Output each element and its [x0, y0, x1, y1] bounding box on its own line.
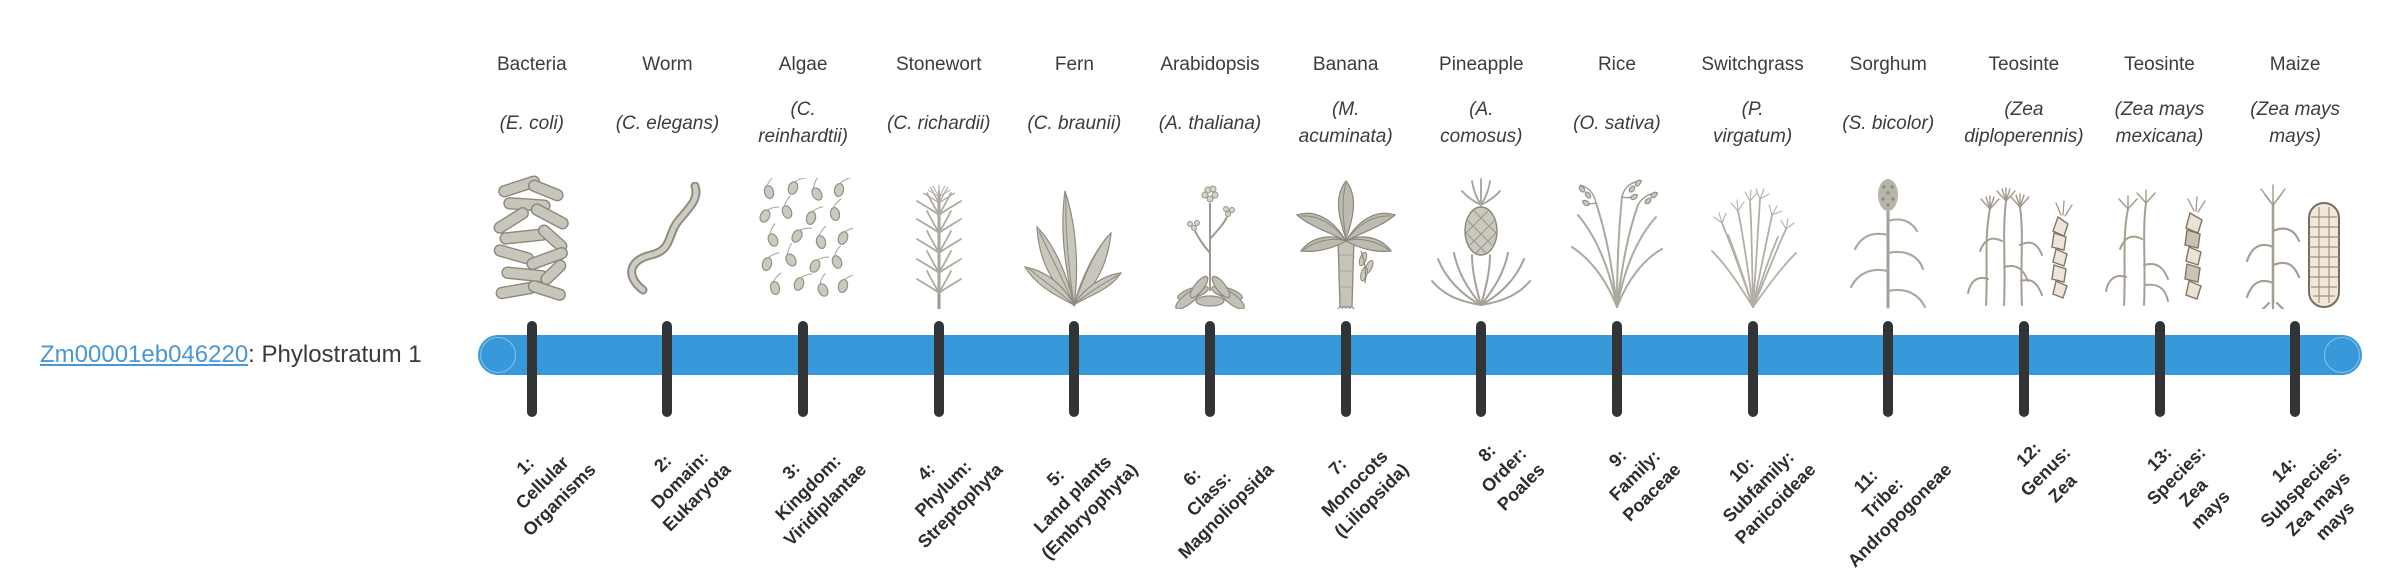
organism-species: (S. bicolor) [1842, 112, 1935, 134]
organism-name: Maize [2269, 54, 2321, 75]
tick-mark-3 [798, 321, 809, 417]
tick-mark-5 [1069, 321, 1080, 417]
banana-icon [1278, 168, 1414, 316]
worm-icon [600, 168, 736, 316]
organism-name: Teosinte [1988, 54, 2060, 75]
organism-columns: Bacteria (E. coli) [464, 0, 2363, 580]
stratum-label-1: 1: Cellular Organisms [511, 452, 600, 540]
teosinte-icon [1956, 168, 2092, 316]
gene-label: Zm00001eb046220: Phylostratum 1 [40, 341, 422, 369]
tick-mark-14 [2290, 321, 2301, 417]
tick-mark-9 [1611, 321, 1622, 417]
organism-name: Teosinte [2124, 54, 2195, 75]
column-sorghum: Sorghum (S. bicolor) 11: Tribe: Andropog… [1820, 0, 1956, 580]
tick-mark-10 [1747, 321, 1758, 417]
stratum-label-14: 14: Subspecies: Zea mays mays [2256, 442, 2359, 545]
sorghum-icon [1820, 168, 1956, 316]
column-teosinte-diploperennis: Teosinte (Zea diploperennis) [1956, 0, 2092, 580]
organism-species: (Zea diploperennis) [1964, 99, 2084, 147]
stratum-label-11: 11: Tribe: Andropogoneae [1843, 459, 1956, 572]
gene-id-link[interactable]: Zm00001eb046220 [40, 341, 249, 368]
organism-name: Stonewort [895, 54, 982, 75]
organism-name: Worm [642, 54, 693, 75]
column-switchgrass: Switchgrass (P. virgatum) [1685, 0, 1821, 580]
column-banana: Banana (M. acuminata) [1278, 0, 1414, 580]
organism-name: Switchgrass [1701, 54, 1804, 75]
tick-mark-13 [2154, 321, 2165, 417]
column-fern: Fern (C. braunii) [1007, 0, 1143, 580]
organism-name: Bacteria [496, 54, 567, 75]
maize-icon [2227, 168, 2363, 316]
column-maize: Maize (Zea mays mays) [2227, 0, 2363, 580]
stratum-label-7: 7: Monocots (Liliopsida) [1317, 446, 1413, 542]
stratum-label-2: 2: Domain: Eukaryota [647, 447, 735, 536]
organism-name: Fern [1054, 54, 1094, 75]
tick-mark-7 [1340, 321, 1351, 417]
phylostratum-text: : Phylostratum 1 [248, 341, 422, 368]
tick-mark-8 [1476, 321, 1487, 417]
column-worm: Worm (C. elegans) 2: Domain: Eukaryota [600, 0, 736, 580]
organism-species: (P. virgatum) [1712, 99, 1793, 147]
organism-name: Banana [1312, 54, 1379, 75]
pineapple-icon [1413, 168, 1549, 316]
tick-mark-1 [526, 321, 537, 417]
organism-name: Algae [778, 54, 828, 75]
phylostratum-bar [478, 335, 2362, 375]
tick-mark-6 [1205, 321, 1216, 417]
organism-species: (E. coli) [499, 112, 565, 134]
algae-icon [735, 168, 871, 316]
organism-species: (C. braunii) [1027, 112, 1122, 134]
tick-mark-4 [933, 321, 944, 417]
arabidopsis-icon [1142, 168, 1278, 316]
switchgrass-icon [1685, 168, 1821, 316]
organism-species: (O. sativa) [1573, 112, 1661, 134]
organism-species: (Zea mays mexicana) [2114, 99, 2205, 147]
tick-mark-12 [2018, 321, 2029, 417]
organism-name: Arabidopsis [1160, 54, 1260, 75]
organism-species: (C. richardii) [887, 112, 991, 134]
rice-icon [1549, 168, 1685, 316]
tick-mark-11 [1883, 321, 1894, 417]
organism-species: (C. reinhardtii) [758, 99, 848, 147]
tick-mark-2 [662, 321, 673, 417]
fern-icon [1007, 168, 1143, 316]
organism-name: Sorghum [1849, 54, 1927, 75]
stratum-label-9: 9: Family: Poaceae [1604, 445, 1685, 526]
teosinte-icon [2092, 168, 2228, 316]
stratum-label-5: 5: Land plants (Embryophyta) [1029, 451, 1142, 564]
column-algae: Algae (C. reinhardtii) [735, 0, 871, 580]
bacteria-icon [464, 168, 600, 316]
organism-name: Pineapple [1439, 54, 1524, 75]
column-stonewort: Stonewort (C. richardii) [871, 0, 1007, 580]
column-teosinte-mexicana: Teosinte (Zea mays mexicana) [2092, 0, 2234, 580]
stratum-label-10: 10: Subfamily: Panicoideae [1719, 446, 1820, 548]
stratum-label-3: 3: Kingdom: Viridiplantae [771, 450, 871, 550]
organism-species: (A. comosus) [1440, 99, 1523, 147]
column-pineapple: Pineapple (A. comosus) [1413, 0, 1549, 580]
organism-species: (A. thaliana) [1158, 112, 1262, 134]
stonewort-icon [871, 168, 1007, 316]
organism-species: (M. acuminata) [1298, 99, 1393, 147]
organism-species: (Zea mays mays) [2250, 99, 2341, 147]
column-rice: Rice (O. sativa) [1549, 0, 1685, 580]
organism-species: (C. elegans) [615, 112, 720, 134]
column-bacteria: Bacteria (E. coli) [464, 0, 600, 580]
stratum-label-4: 4: Phylum: Streptophyta [910, 456, 1007, 552]
stratum-label-8: 8: Order: Poales [1474, 440, 1549, 515]
stratum-label-6: 6: Class: Magnoliopsida [1174, 459, 1278, 563]
stratum-label-12: 12: Genus: Zea [2011, 438, 2081, 507]
column-arabidopsis: Arabidopsis (A. thaliana) [1142, 0, 1278, 580]
organism-name: Rice [1597, 54, 1636, 75]
